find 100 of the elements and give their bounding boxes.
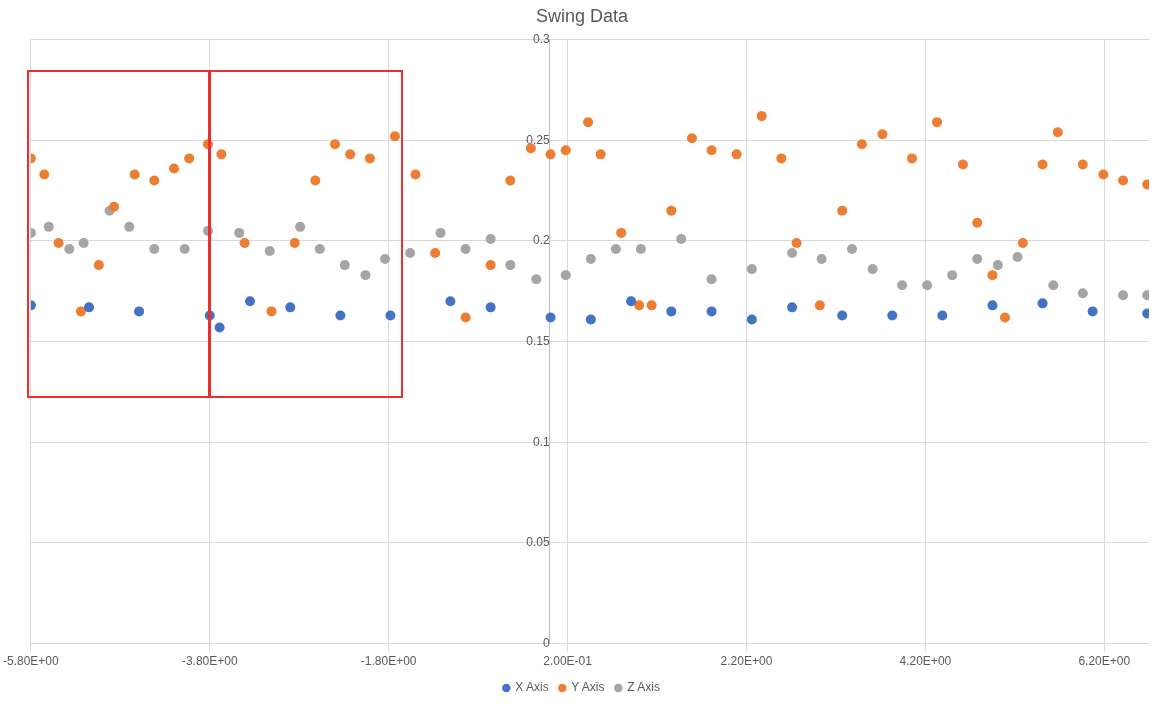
point — [987, 270, 998, 281]
point — [545, 312, 556, 323]
x-tick-label: -5.80E+00 — [3, 654, 60, 669]
point — [947, 270, 958, 281]
legend-label: Y Axis — [571, 680, 605, 695]
point — [634, 300, 645, 311]
point — [814, 300, 825, 311]
point — [706, 145, 717, 156]
point — [525, 143, 536, 154]
point — [867, 264, 878, 275]
point — [129, 169, 140, 180]
point — [992, 260, 1003, 271]
point — [1098, 169, 1109, 180]
point — [339, 260, 350, 271]
point — [245, 296, 256, 307]
point — [887, 310, 898, 321]
y-tick-label: 0.15 — [526, 333, 550, 348]
point — [545, 149, 556, 160]
point — [585, 254, 596, 265]
point — [385, 310, 396, 321]
point — [149, 175, 160, 186]
point — [314, 243, 325, 254]
point — [791, 237, 802, 248]
point — [957, 159, 968, 170]
point — [1048, 280, 1059, 291]
x-tick-label: 2.20E+00 — [720, 654, 773, 669]
x-tick-label: 2.00E-01 — [543, 654, 593, 669]
point — [1087, 306, 1098, 317]
point — [837, 310, 848, 321]
point — [906, 153, 917, 164]
point — [78, 237, 89, 248]
point — [234, 227, 245, 238]
legend-label: X Axis — [515, 680, 549, 695]
point — [787, 248, 798, 259]
point — [485, 260, 496, 271]
point — [1017, 237, 1028, 248]
point — [932, 117, 942, 128]
legend-label: Z Axis — [627, 680, 661, 695]
point — [616, 227, 627, 238]
point — [585, 314, 596, 325]
point — [816, 254, 827, 265]
point — [787, 302, 798, 313]
point — [635, 243, 646, 254]
point — [666, 205, 677, 216]
point — [345, 149, 356, 160]
point — [856, 139, 867, 150]
point — [676, 233, 687, 244]
point — [84, 302, 94, 313]
point — [626, 296, 637, 307]
point — [706, 274, 717, 285]
point — [937, 310, 948, 321]
point — [922, 280, 933, 291]
point — [380, 254, 391, 265]
y-tick-label: 0.05 — [526, 535, 550, 550]
point — [1037, 298, 1048, 309]
point — [64, 243, 75, 254]
x-tick-label: 4.20E+00 — [899, 654, 952, 669]
point — [1012, 252, 1023, 263]
point — [310, 175, 321, 186]
x-tick-label: -3.80E+00 — [181, 654, 238, 669]
point — [43, 221, 54, 232]
y-tick-label: 0 — [542, 635, 550, 650]
y-tick-label: 0.25 — [526, 132, 550, 147]
point — [39, 169, 50, 180]
point — [1118, 290, 1129, 301]
point — [445, 296, 456, 307]
x-tick-label: -1.80E+00 — [360, 654, 417, 669]
point — [583, 117, 594, 128]
point — [999, 312, 1010, 323]
point — [972, 254, 983, 265]
y-tick-label: 0.1 — [532, 434, 550, 449]
point — [149, 243, 160, 254]
point — [531, 274, 542, 285]
point — [134, 306, 145, 317]
point — [360, 270, 371, 281]
point — [460, 243, 471, 254]
point — [756, 111, 767, 122]
point — [430, 248, 441, 259]
point — [1052, 127, 1063, 138]
point — [560, 145, 571, 156]
point — [289, 237, 300, 248]
point — [595, 149, 606, 160]
chart-title: Swing Data — [535, 5, 630, 26]
point — [216, 149, 227, 160]
point — [168, 163, 179, 174]
point — [435, 227, 446, 238]
point — [1118, 175, 1129, 186]
point — [847, 243, 858, 254]
point — [505, 175, 516, 186]
point — [329, 139, 340, 150]
point — [686, 133, 697, 144]
point — [124, 221, 135, 232]
point — [389, 131, 400, 142]
point — [706, 306, 717, 317]
point — [75, 306, 86, 317]
point — [776, 153, 787, 164]
point — [610, 243, 621, 254]
point — [972, 217, 983, 228]
point — [264, 246, 275, 256]
point — [335, 310, 346, 321]
